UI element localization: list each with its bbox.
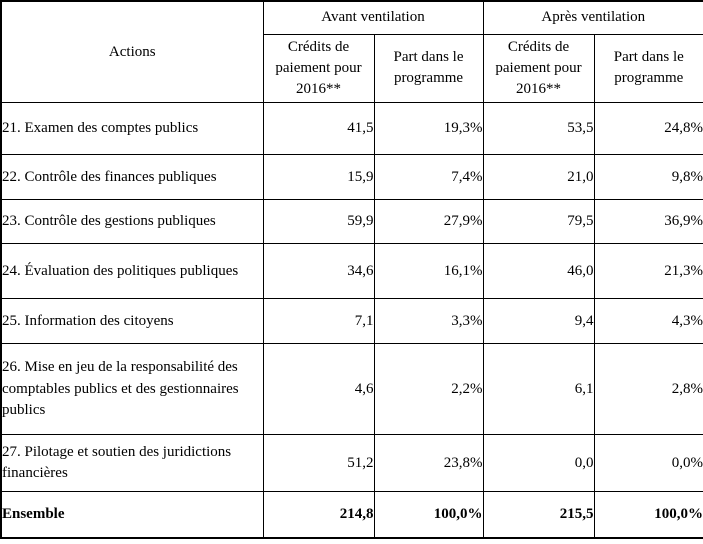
total-label: Ensemble [0,491,264,539]
apres-credits-value: 79,5 [482,199,595,245]
apres-credits-value: 0,0 [482,434,595,493]
table-row: 24. Évaluation des politiques publiques … [0,243,703,300]
sub-header-avant-part: Part dans le programme [373,33,484,104]
table-row: 22. Contrôle des finances publiques 15,9… [0,154,703,201]
action-label: 21. Examen des comptes publics [0,102,264,156]
apres-part-value: 2,8% [593,343,703,436]
action-label: 27. Pilotage et soutien des juridictions… [0,434,264,493]
action-label: 22. Contrôle des finances publiques [0,154,264,201]
avant-credits-value: 51,2 [262,434,375,493]
avant-credits-value: 34,6 [262,243,375,300]
sub-header-avant-credits: Crédits de paiement pour 2016** [262,33,375,104]
avant-part-value: 27,9% [373,199,484,245]
apres-credits-value: 6,1 [482,343,595,436]
avant-credits-value: 59,9 [262,199,375,245]
avant-credits-value: 7,1 [262,298,375,345]
avant-credits-value: 4,6 [262,343,375,436]
avant-part-value: 3,3% [373,298,484,345]
action-label: 26. Mise en jeu de la responsabilité des… [0,343,264,436]
table-row: 25. Information des citoyens 7,1 3,3% 9,… [0,298,703,345]
total-avant-part-value: 100,0% [373,491,484,539]
avant-part-value: 7,4% [373,154,484,201]
apres-credits-value: 53,5 [482,102,595,156]
group-header-apres: Après ventilation [482,0,703,35]
actions-column-header: Actions [0,0,264,104]
group-header-avant: Avant ventilation [262,0,484,35]
action-label: 25. Information des citoyens [0,298,264,345]
table-row: 26. Mise en jeu de la responsabilité des… [0,343,703,436]
group-header-row: Actions Avant ventilation Après ventilat… [0,0,703,104]
action-label: 23. Contrôle des gestions publiques [0,199,264,245]
table-row: 21. Examen des comptes publics 41,5 19,3… [0,102,703,156]
sub-header-row: Crédits de paiement pour 2016** Part dan… [1,33,703,104]
apres-part-value: 21,3% [593,243,703,300]
action-label: 24. Évaluation des politiques publiques [0,243,264,300]
table-row: 23. Contrôle des gestions publiques 59,9… [0,199,703,245]
avant-part-value: 19,3% [373,102,484,156]
apres-credits-value: 46,0 [482,243,595,300]
table-row: 27. Pilotage et soutien des juridictions… [0,434,703,493]
apres-part-value: 0,0% [593,434,703,493]
apres-part-value: 24,8% [593,102,703,156]
apres-credits-value: 21,0 [482,154,595,201]
apres-part-value: 36,9% [593,199,703,245]
sub-header-apres-part: Part dans le programme [593,33,703,104]
avant-part-value: 16,1% [373,243,484,300]
apres-part-value: 9,8% [593,154,703,201]
total-apres-credits-value: 215,5 [482,491,595,539]
apres-part-value: 4,3% [593,298,703,345]
total-row: Ensemble 214,8 100,0% 215,5 100,0% [0,491,703,539]
avant-part-value: 23,8% [373,434,484,493]
total-apres-part-value: 100,0% [593,491,703,539]
avant-credits-value: 41,5 [262,102,375,156]
apres-credits-value: 9,4 [482,298,595,345]
avant-part-value: 2,2% [373,343,484,436]
total-avant-credits-value: 214,8 [262,491,375,539]
sub-header-apres-credits: Crédits de paiement pour 2016** [482,33,595,104]
avant-credits-value: 15,9 [262,154,375,201]
